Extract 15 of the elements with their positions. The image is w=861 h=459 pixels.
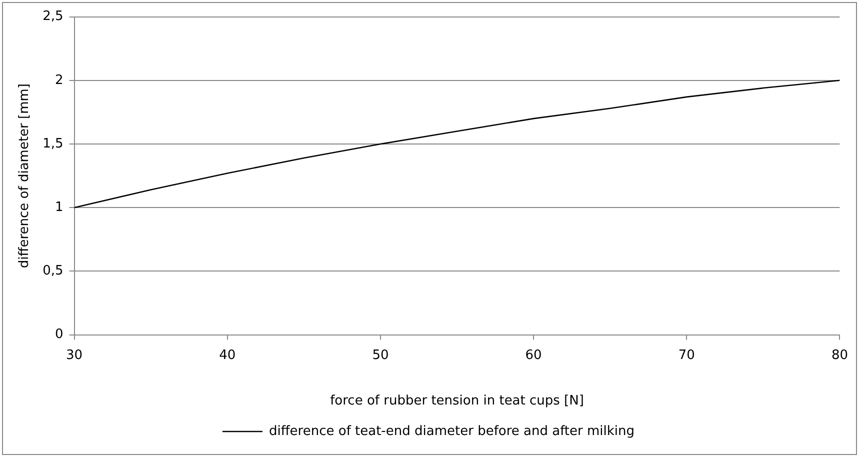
y-tick-label: 0,5	[42, 264, 64, 279]
x-tick-label: 80	[831, 348, 848, 363]
x-tick-label: 30	[66, 348, 83, 363]
x-tick-label: 40	[219, 348, 236, 363]
y-tick-label: 1,5	[42, 136, 64, 152]
y-tick-label: 0	[54, 327, 64, 342]
y-axis-title: difference of diameter [mm]	[17, 84, 32, 268]
y-tick-label: 2	[54, 72, 64, 88]
x-tick-label: 60	[525, 348, 542, 363]
x-tick-label: 50	[372, 348, 389, 363]
x-tick-label: 70	[678, 348, 695, 363]
y-tick-label: 2,5	[42, 9, 64, 24]
legend-label: difference of teat-end diameter before and after milking	[268, 424, 635, 439]
y-tick-label: 1	[54, 200, 64, 215]
x-axis-title: force of rubber tension in teat cups [N]	[330, 394, 584, 409]
